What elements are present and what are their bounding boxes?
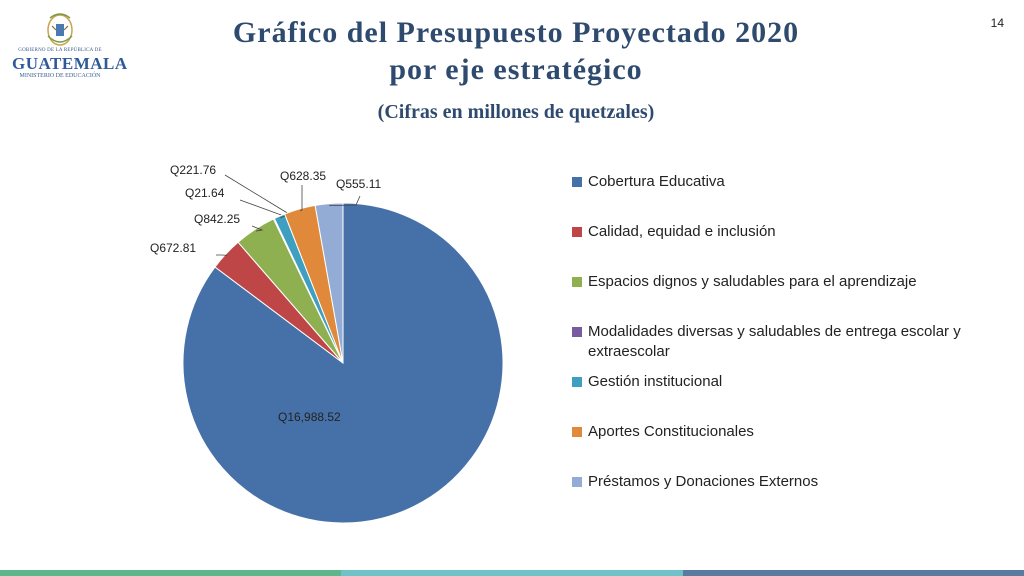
logo-line1: GOBIERNO DE LA REPÚBLICA DE [18,48,102,53]
legend-item: Gestión institucional [572,372,978,392]
legend-item: Préstamos y Donaciones Externos [572,472,978,492]
legend-label: Préstamos y Donaciones Externos [588,473,819,490]
legend-swatch [572,177,582,187]
leader-line [251,225,264,232]
data-label: Q628.35 [280,169,326,183]
legend-item: Espacios dignos y saludables para el apr… [572,272,978,292]
legend-label: Modalidades diversas y saludables de ent… [588,323,961,360]
legend-swatch [572,377,582,387]
leader-line [300,185,303,212]
legend-swatch [572,427,582,437]
title-line2: por eje estratégico [389,53,643,86]
title-line1: Gráfico del Presupuesto Proyectado 2020 [232,16,800,49]
legend-label: Espacios dignos y saludables para el apr… [588,273,917,290]
legend-item: Cobertura Educativa [572,172,978,192]
legend-label: Calidad, equidad e inclusión [588,223,776,240]
legend-item: Aportes Constitucionales [572,422,978,442]
leader-line [329,195,361,207]
legend-swatch [572,227,582,237]
legend-swatch [572,277,582,287]
footer-segment [0,570,342,576]
logo-line3: MINISTERIO DE EDUCACIÓN [19,73,101,79]
legend-swatch [572,477,582,487]
footer-segment [341,570,683,576]
page-number: 14 [990,16,1004,30]
legend-label: Aportes Constitucionales [588,423,754,440]
data-label: Q842.25 [194,212,240,226]
footer-segment [682,570,1024,576]
data-label: Q221.76 [170,163,216,177]
data-label: Q16,988.52 [278,410,341,424]
data-label: Q21.64 [185,186,225,200]
legend-label: Cobertura Educativa [588,173,725,190]
pie-slice [314,202,344,364]
page-subtitle: (Cifras en millones de quetzales) [377,101,655,123]
ministry-logo: GOBIERNO DE LA REPÚBLICA DE GUATEMALA MI… [12,10,128,82]
legend-label: Gestión institucional [588,373,723,390]
legend-item: Calidad, equidad e inclusión [572,222,978,242]
page-title: Gráfico del Presupuesto Proyectado 2020 … [150,14,882,88]
logo-line2: GUATEMALA [12,54,128,73]
data-label: Q672.81 [150,241,196,255]
coat-of-arms-icon [47,13,73,46]
data-label: Q555.11 [336,177,381,191]
legend-item: Modalidades diversas y saludables de ent… [572,322,978,362]
legend-swatch [572,327,582,337]
